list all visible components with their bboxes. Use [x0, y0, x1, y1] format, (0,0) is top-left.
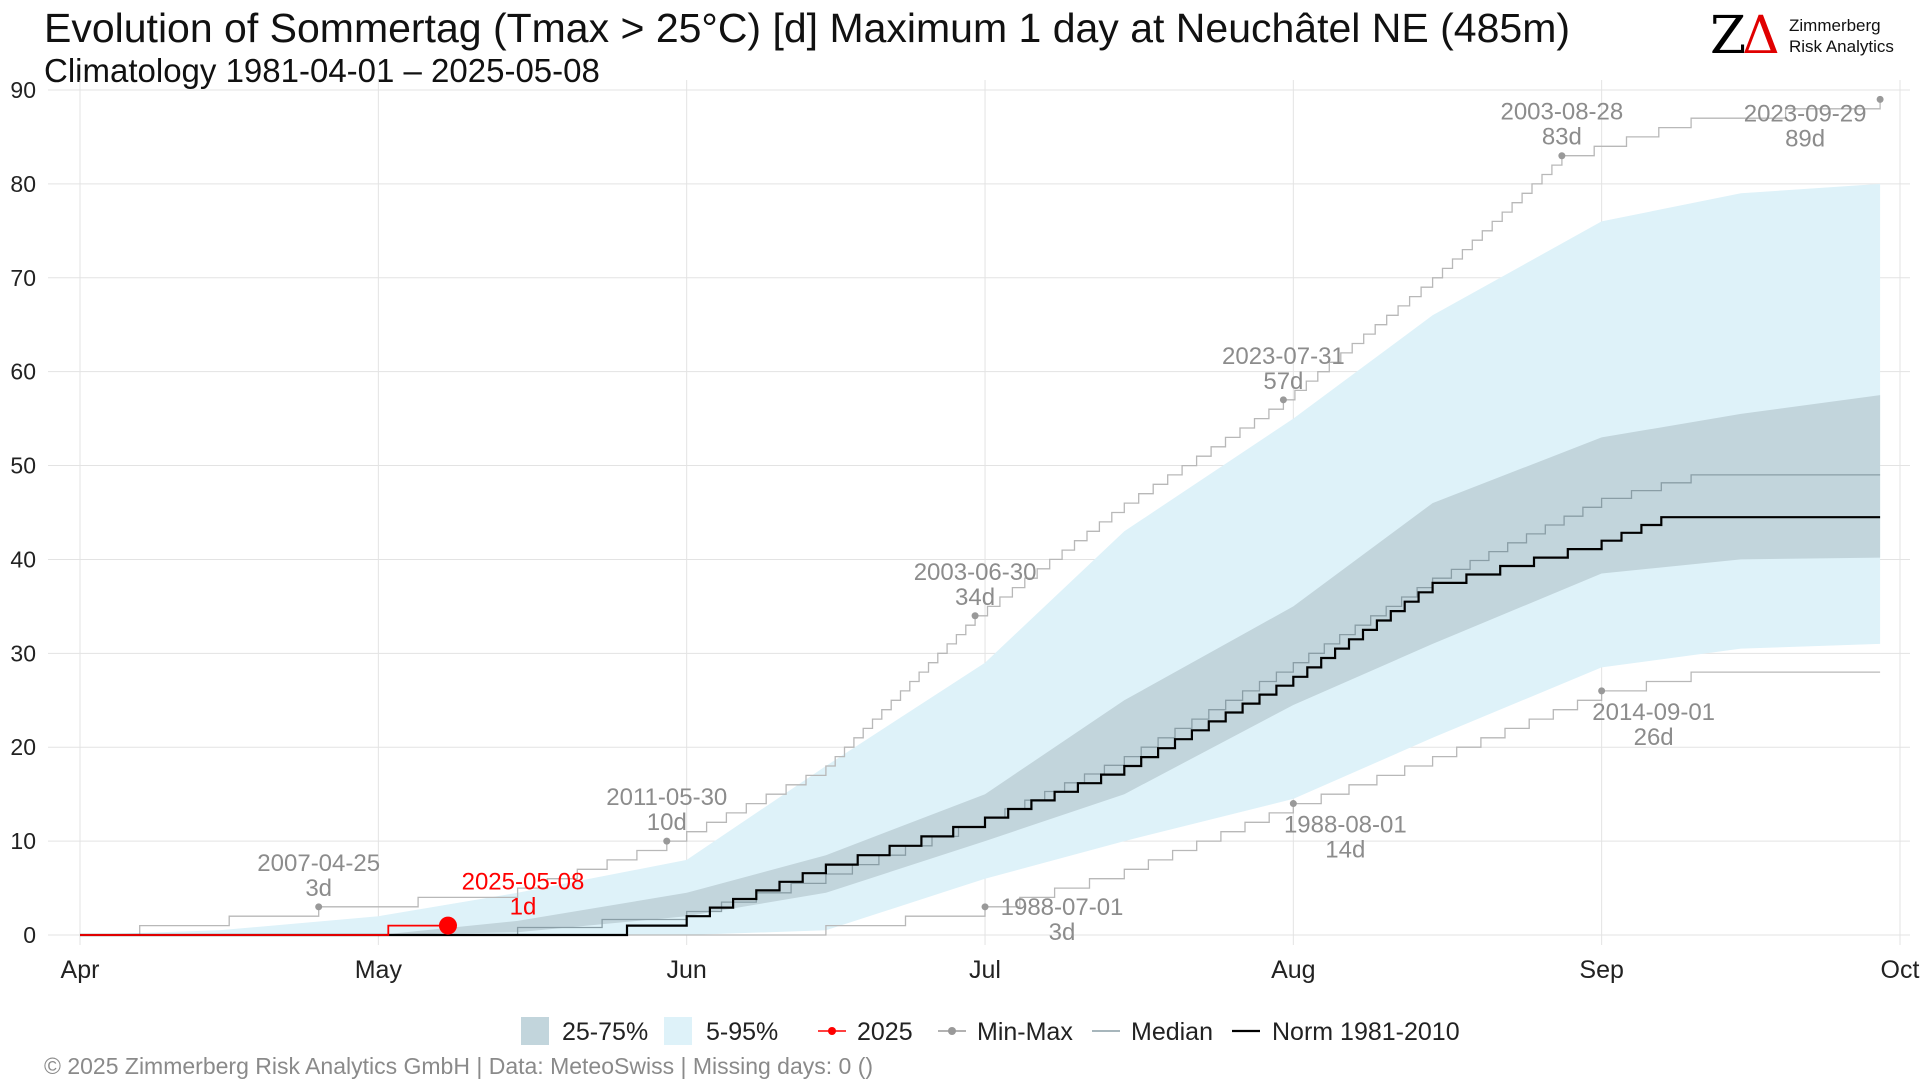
annotation-value: 34d [955, 584, 995, 611]
minmax-point [1876, 95, 1884, 103]
legend-label-minmax: Min-Max [977, 1018, 1073, 1046]
x-tick-label: May [355, 956, 403, 984]
annotation-value: 3d [1049, 919, 1076, 946]
logo-mark-icon: ZΔ [1710, 6, 1780, 66]
series-lines [80, 99, 1881, 937]
logo-name: Zimmerberg Risk Analytics [1789, 15, 1894, 57]
x-tick-label: Sep [1579, 956, 1623, 984]
logo-name-line1: Zimmerberg [1789, 16, 1881, 35]
minmax-point [1289, 800, 1297, 808]
y-tick-label: 70 [10, 265, 36, 291]
legend-swatch-band_5_95 [664, 1017, 692, 1045]
annotation-date: 2025-05-08 [462, 869, 585, 896]
annotation-value: 57d [1263, 368, 1303, 395]
annotation-date: 2007-04-25 [257, 850, 380, 877]
legend-label-norm: Norm 1981-2010 [1272, 1018, 1460, 1046]
chart-title: Evolution of Sommertag (Tmax > 25°C) [d]… [44, 5, 1571, 51]
series-line-max [80, 99, 1881, 936]
annotation-value: 83d [1542, 124, 1582, 151]
footer-credits: © 2025 Zimmerberg Risk Analytics GmbH | … [44, 1053, 874, 1079]
annotation-value: 10d [647, 809, 687, 836]
chart-legend: 25-75% 5-95% 2025 Min-Max Median Norm 1981-20… [521, 1017, 1460, 1046]
x-tick-label: Oct [1881, 956, 1920, 984]
annotation-date: 1988-08-01 [1284, 812, 1407, 839]
annotation-marks: 2007-04-253d2011-05-3010d2003-06-3034d20… [257, 95, 1884, 946]
y-tick-label: 30 [10, 640, 36, 666]
y-tick-label: 80 [10, 171, 36, 197]
y-tick-label: 40 [10, 546, 36, 572]
company-logo: ZΔ Zimmerberg Risk Analytics [1710, 10, 1910, 62]
minmax-point [981, 903, 989, 911]
y-tick-label: 90 [10, 77, 36, 103]
band-25-75 [80, 395, 1881, 936]
logo-name-line2: Risk Analytics [1789, 37, 1894, 56]
annotation-date: 2011-05-30 [606, 784, 727, 811]
legend-label-band_25_75: 25-75% [562, 1018, 648, 1046]
y-tick-label: 20 [10, 734, 36, 760]
legend-dot-minmax [948, 1027, 956, 1035]
annotation-date: 2003-08-28 [1500, 99, 1623, 126]
annotation-value: 14d [1325, 837, 1365, 864]
legend-dot-current [828, 1027, 836, 1035]
band-5-95 [80, 183, 1881, 935]
series-line-norm-1981-2010 [80, 516, 1881, 937]
annotation-value: 3d [305, 875, 332, 902]
minmax-point [1279, 396, 1287, 404]
legend-label-current: 2025 [857, 1018, 913, 1046]
annotation-value: 26d [1634, 724, 1674, 751]
current-value-point [438, 916, 457, 935]
annotation-date: 2023-07-31 [1222, 343, 1345, 370]
y-tick-label: 60 [10, 359, 36, 385]
chart-subtitle: Climatology 1981-04-01 – 2025-05-08 [44, 52, 600, 89]
annotation-date: 2003-06-30 [914, 559, 1037, 586]
y-tick-label: 10 [10, 828, 36, 854]
annotation-date: 2023-09-29 [1744, 100, 1867, 127]
minmax-point [971, 612, 979, 620]
minmax-point [1558, 152, 1566, 160]
minmax-point [1598, 687, 1606, 695]
legend-label-median: Median [1131, 1018, 1213, 1046]
minmax-point [663, 837, 671, 845]
annotation-value: 1d [510, 894, 537, 921]
series-line-median [80, 474, 1881, 936]
y-tick-label: 50 [10, 453, 36, 479]
annotation-date: 2014-09-01 [1592, 699, 1715, 726]
annotation-value: 89d [1785, 125, 1825, 152]
annotation-date: 1988-07-01 [1001, 894, 1124, 921]
series-line-2025 [80, 924, 448, 936]
percentile-bands [80, 183, 1881, 936]
minmax-point [315, 903, 323, 911]
series-line-min [80, 671, 1881, 936]
x-tick-label: Jun [667, 956, 707, 984]
chart-axes: 0 10 20 30 40 50 60 70 80 90 Apr May Jun Jul Aug Sep Oct [10, 77, 1919, 984]
y-tick-label: 0 [23, 922, 36, 948]
legend-swatch-band_25_75 [521, 1017, 549, 1045]
x-tick-label: Aug [1271, 956, 1315, 984]
legend-label-band_5_95: 5-95% [706, 1018, 778, 1046]
x-tick-label: Apr [61, 956, 100, 984]
x-tick-label: Jul [969, 956, 1001, 984]
